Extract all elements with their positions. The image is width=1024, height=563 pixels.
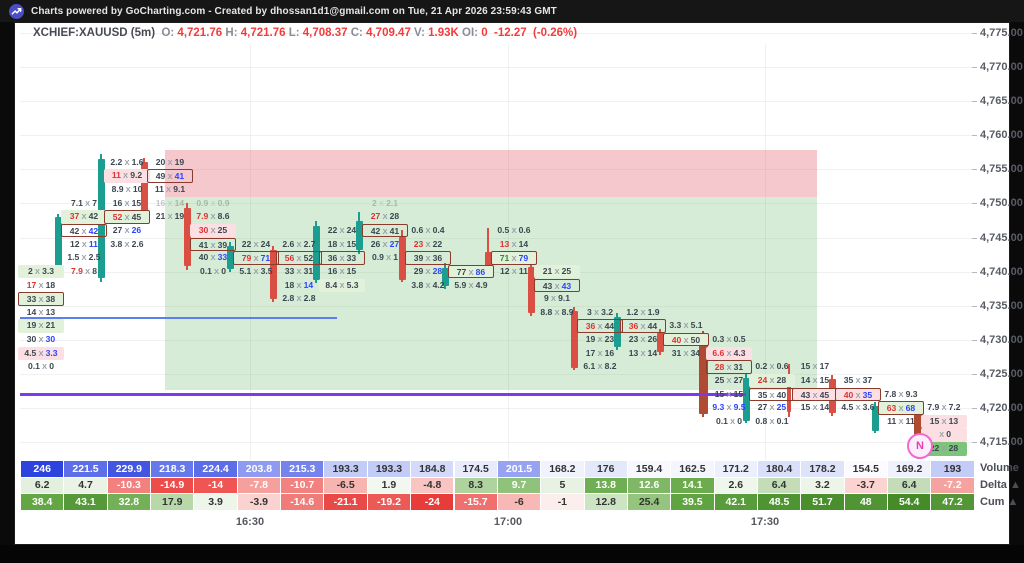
open-value: 4,721.76	[177, 27, 223, 39]
chart-panel[interactable]	[14, 22, 1010, 545]
high-label: H:	[225, 27, 238, 39]
gocharting-logo-icon	[9, 3, 24, 19]
oi-value: 0	[481, 27, 488, 39]
attribution-text: Charts powered by GoCharting.com - Creat…	[31, 5, 557, 17]
close-label: C:	[350, 27, 363, 39]
close-value: 4,709.47	[366, 27, 411, 39]
oi-label: OI:	[462, 27, 478, 39]
footer-bar	[0, 545, 1024, 563]
top-attribution-bar: Charts powered by GoCharting.com - Creat…	[0, 0, 1024, 22]
symbol-name[interactable]: XCHIEF:XAUUSD (5m)	[33, 27, 156, 39]
open-label: O:	[161, 27, 175, 39]
change-value: -12.27	[494, 27, 527, 39]
volume-value: 1.93K	[428, 27, 459, 39]
symbol-info-bar: XCHIEF:XAUUSD (5m) O: 4,721.76 H: 4,721.…	[33, 26, 577, 40]
high-value: 4,721.76	[240, 27, 286, 39]
volume-label: V:	[414, 27, 425, 39]
low-value: 4,708.37	[302, 27, 348, 39]
change-pct-value: (-0.26%)	[533, 27, 578, 39]
low-label: L:	[288, 27, 300, 39]
